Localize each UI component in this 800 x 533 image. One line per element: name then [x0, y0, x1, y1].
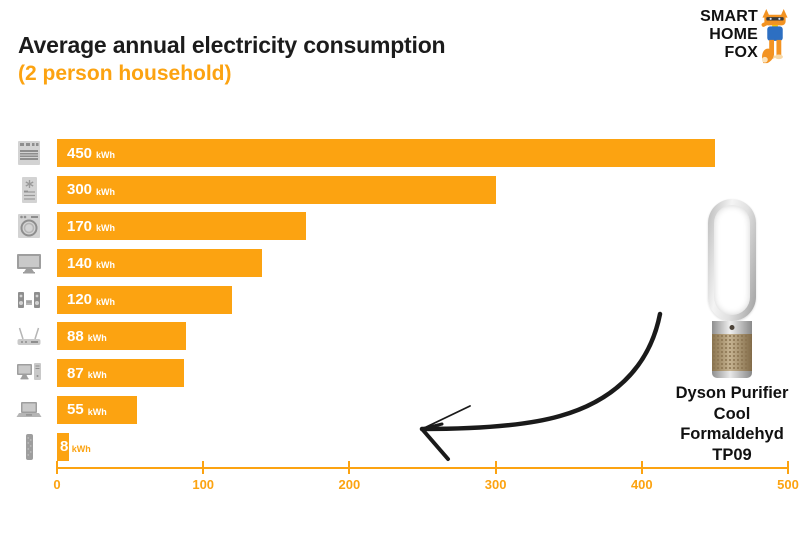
axis-tick-label: 400	[630, 477, 653, 492]
oven-stove-icon	[14, 139, 57, 167]
axis-tick	[56, 461, 58, 474]
product-label-line1: Dyson Purifier	[675, 384, 789, 402]
bar-router: 88 kWh	[57, 322, 186, 351]
axis-tick-label: 100	[192, 477, 215, 492]
bar-air-purifier: 8	[57, 432, 69, 461]
brand-logo: SMART HOME FOX	[700, 8, 790, 71]
bar-unit: kWh	[96, 296, 116, 307]
stereo-system-icon	[14, 286, 57, 314]
dyson-loop-inner	[714, 205, 750, 315]
axis-tick-label: 500	[777, 477, 799, 492]
dyson-base	[712, 371, 752, 378]
air-purifier-icon	[14, 433, 57, 461]
axis-tick	[202, 461, 205, 474]
bar-unit: kWh	[96, 260, 116, 271]
bar-stereo: 120 kWh	[57, 285, 233, 314]
page-title: Average annual electricity consumption	[18, 32, 446, 58]
x-axis: 0 100 200 300 400 500	[53, 461, 799, 492]
axis-tick	[640, 461, 643, 474]
axis-tick	[787, 461, 789, 474]
product-label: Dyson Purifier Cool Formaldehyd TP09	[648, 383, 800, 466]
brand-word-smart: SMART	[700, 8, 758, 25]
bar-value: 87	[67, 364, 84, 382]
router-icon	[14, 322, 57, 350]
bar-value: 170	[67, 217, 93, 235]
axis-tick	[348, 461, 351, 474]
bar-value: 300	[67, 181, 93, 199]
bar-value: 140	[67, 254, 93, 272]
product-label-line2: Cool	[713, 404, 751, 423]
bar-oven-stove: 450 kWh	[57, 139, 715, 167]
bar-laptop: 55 kWh	[57, 395, 138, 424]
bar-row: 55 kWh	[14, 395, 788, 424]
bar-row: 87 kWh	[14, 359, 788, 388]
bar-value: 8	[60, 438, 69, 455]
freezer-icon	[14, 176, 57, 204]
bar-unit: kWh	[71, 443, 91, 454]
axis-tick-label: 0	[53, 477, 61, 492]
bar-desktop: 87 kWh	[57, 359, 185, 388]
bar-unit: kWh	[96, 150, 116, 160]
product-label-line3: Formaldehyd	[680, 425, 784, 444]
fox-mascot-icon	[760, 8, 790, 71]
dyson-loop-amplifier	[708, 199, 756, 321]
bar-unit: kWh	[87, 370, 107, 381]
bar-row: 170 kWh	[14, 212, 788, 241]
bar-row: 450 kWh	[14, 139, 788, 167]
axis-tick-label: 300	[484, 477, 507, 492]
desktop-computer-icon	[14, 359, 57, 387]
annotation-arrow-icon	[402, 300, 668, 471]
bar-row: 120 kWh	[14, 285, 788, 314]
dyson-product-image	[708, 199, 756, 378]
dyson-sensor-dot	[729, 325, 735, 330]
bar-chart: 450 kWh 300 kWh	[14, 139, 788, 469]
bar-tv: 140 kWh	[57, 249, 262, 278]
axis-tick	[494, 461, 497, 474]
tv-icon	[14, 249, 57, 277]
dyson-neck	[712, 321, 752, 334]
bar-row: 140 kWh	[14, 249, 788, 278]
brand-logo-text: SMART HOME FOX	[700, 8, 758, 62]
bar-row: 8 kWh	[14, 432, 788, 461]
bar-unit: kWh	[87, 333, 107, 344]
bar-value: 120	[67, 291, 93, 309]
washing-machine-icon	[14, 212, 57, 240]
bar-unit: kWh	[96, 186, 116, 197]
bar-washing-machine: 170 kWh	[57, 212, 306, 241]
bar-unit: kWh	[87, 406, 107, 417]
bar-value: 55	[67, 401, 84, 419]
bar-unit: kWh	[96, 223, 116, 234]
bar-row: 300 kWh	[14, 175, 788, 204]
brand-word-home: HOME	[709, 25, 758, 43]
bar-value: 88	[67, 327, 84, 345]
page-subtitle: (2 person household)	[18, 62, 232, 85]
bar-value: 450	[67, 144, 93, 162]
laptop-icon	[14, 396, 57, 424]
bar-freezer: 300 kWh	[57, 175, 496, 204]
bar-row: 88 kWh	[14, 322, 788, 351]
product-label-line4: TP09	[712, 445, 752, 464]
brand-word-fox: FOX	[724, 43, 758, 61]
dyson-gold-filter	[712, 334, 752, 371]
axis-tick-label: 200	[338, 477, 361, 492]
